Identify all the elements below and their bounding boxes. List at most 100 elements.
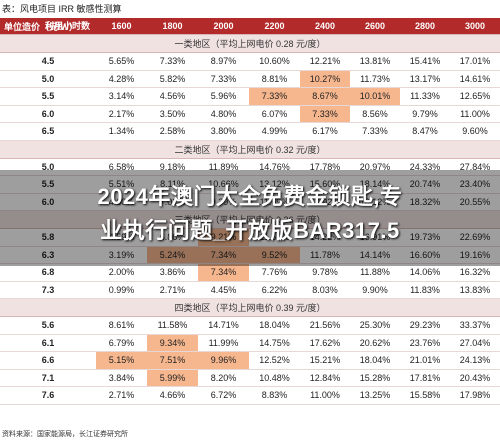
section-title: 三类地区（平均上网电价 0.36 元/度）	[0, 210, 500, 229]
unit-cost-cell: 7.1	[0, 369, 96, 387]
irr-cell: 13.12%	[249, 175, 300, 194]
irr-sensitivity-table: 利用小时数 单位造价（元/W） 1600 1800 2000 2200 2400…	[0, 18, 500, 405]
irr-cell: 2.71%	[96, 386, 147, 405]
irr-cell: 3.84%	[96, 369, 147, 387]
irr-cell: 17.81%	[400, 369, 450, 387]
unit-cost-cell: 5.5	[0, 87, 96, 106]
table-row: 6.5 1.34% 2.58% 3.80% 4.99% 6.17% 7.33% 8.47% 9.…	[0, 122, 500, 141]
irr-cell: 4.66%	[147, 386, 198, 405]
unit-cost-cell: 7.6	[0, 386, 96, 405]
irr-cell: 8.67%	[300, 87, 350, 106]
irr-cell: 9.78%	[300, 263, 350, 282]
irr-cell: 9.21%	[198, 228, 249, 247]
irr-cell: 9.34%	[147, 334, 198, 352]
unit-cost-cell: 5.6	[0, 316, 96, 335]
watermark-overlay	[0, 170, 500, 266]
unit-cost-cell: 5.8	[0, 228, 96, 247]
section-title: 四类地区（平均上网电价 0.39 元/度）	[0, 298, 500, 317]
irr-cell: 4.80%	[198, 105, 249, 123]
irr-cell: 6.07%	[249, 105, 300, 123]
unit-cost-cell: 6.6	[0, 351, 96, 370]
unit-cost-cell: 5.0	[0, 70, 96, 88]
irr-cell: 19.73%	[400, 228, 450, 247]
irr-cell: 18.14%	[350, 175, 400, 194]
irr-cell: 4.56%	[147, 87, 198, 106]
irr-cell: 5.65%	[96, 52, 147, 71]
irr-cell: 8.61%	[96, 316, 147, 335]
irr-cell: 25.30%	[350, 316, 400, 335]
overlay-text-line: 2024年澳门大全免费金锁匙,专	[97, 184, 403, 209]
hours-header: 2400	[300, 18, 350, 35]
irr-cell: 10.48%	[249, 369, 300, 387]
irr-cell: 18.04%	[350, 351, 400, 370]
irr-cell: 8.47%	[400, 122, 450, 141]
table-caption: 表：风电项目 IRR 敏感性测算	[2, 4, 122, 14]
table-row: 4.5 5.65% 7.33% 8.97% 10.60% 12.21% 13.81% 15.4…	[0, 52, 500, 71]
table-row: 5.6 8.61% 11.58% 14.71% 18.04% 21.56% 25.30% 29…	[0, 316, 500, 335]
irr-cell: 8.11%	[147, 175, 198, 194]
irr-cell: 2.58%	[147, 122, 198, 141]
hours-header: 2800	[400, 18, 450, 35]
irr-cell: 24.13%	[450, 351, 500, 370]
irr-cell: 17.62%	[300, 334, 350, 352]
irr-cell: 27.84%	[450, 158, 500, 176]
irr-cell: 11.58%	[147, 316, 198, 335]
table-row: 6.6 5.15% 7.51% 9.96% 12.52% 15.21% 18.04% 21.0…	[0, 351, 500, 370]
irr-cell: 33.37%	[450, 316, 500, 335]
unit-cost-cell: 5.0	[0, 158, 96, 176]
irr-cell: 15.21%	[300, 351, 350, 370]
section-header-row: 三类地区（平均上网电价 0.36 元/度）	[0, 210, 500, 229]
irr-cell: 3.50%	[147, 105, 198, 123]
irr-cell: 5.96%	[198, 87, 249, 106]
irr-cell: 7.33%	[350, 122, 400, 141]
section-header-row: 二类地区（平均上网电价 0.32 元/度）	[0, 139, 500, 159]
section-header-row: 四类地区（平均上网电价 0.39 元/度）	[0, 298, 500, 317]
irr-cell: 3.14%	[96, 87, 147, 106]
irr-cell: 6.58%	[96, 158, 147, 176]
table-row: 5.0 6.58% 9.18% 11.89% 14.76% 17.78% 20.97% 24.…	[0, 158, 500, 176]
irr-cell: 15.58%	[400, 386, 450, 405]
irr-cell: 3.19%	[96, 246, 147, 264]
irr-cell: 16.32%	[450, 263, 500, 282]
irr-cell: 13.81%	[350, 52, 400, 71]
hours-header: 2600	[350, 18, 400, 35]
table-row: 5.0 4.28% 5.82% 7.33% 8.81% 10.27% 11.73% 13.17…	[0, 70, 500, 88]
hours-label: 利用小时数	[44, 21, 90, 31]
irr-cell: 12.84%	[300, 369, 350, 387]
irr-cell: 20.97%	[350, 158, 400, 176]
irr-cell: 8.03%	[300, 281, 350, 299]
table-row: 7.3 0.99% 2.71% 4.45% 6.22% 8.03% 9.90% 11.83% 1…	[0, 281, 500, 299]
table-row: 5.5 3.14% 4.56% 5.96% 7.33% 8.67% 10.01% 11.33%…	[0, 87, 500, 106]
irr-cell: 13.25%	[350, 386, 400, 405]
irr-cell: 14.75%	[249, 334, 300, 352]
irr-cell: 4.28%	[96, 70, 147, 88]
irr-cell: 21.56%	[300, 316, 350, 335]
irr-cell: 17.01%	[450, 52, 500, 71]
irr-cell: 23.40%	[450, 175, 500, 194]
irr-cell: 9.52%	[249, 246, 300, 264]
irr-cell: 8.97%	[198, 52, 249, 71]
irr-cell: 11.89%	[198, 158, 249, 176]
irr-cell: 15.28%	[350, 369, 400, 387]
section-header-row: 一类地区（平均上网电价 0.28 元/度）	[0, 34, 500, 53]
irr-cell: 8.20%	[198, 369, 249, 387]
overlay-text: 2024年澳门大全免费金锁匙,专 业执行问题_开放版BAR317.5	[0, 180, 500, 248]
unit-cost-cell: 6.5	[0, 122, 96, 141]
irr-cell: 5.15%	[96, 351, 147, 370]
irr-cell: 11.33%	[400, 87, 450, 106]
irr-cell: 20.43%	[450, 369, 500, 387]
irr-cell: 11.65%	[249, 228, 300, 247]
unit-cost-cell: 6.0	[0, 105, 96, 123]
irr-cell: 3.86%	[147, 263, 198, 282]
hours-header: 2200	[249, 18, 300, 35]
irr-cell: 2.71%	[147, 281, 198, 299]
irr-cell: 11.83%	[400, 281, 450, 299]
irr-cell: 24.33%	[400, 158, 450, 176]
irr-cell: 6.72%	[198, 386, 249, 405]
irr-cell: 0.99%	[96, 281, 147, 299]
irr-cell: 4.59%	[96, 228, 147, 247]
table-row: 6.3 3.19% 5.24% 7.34% 9.52% 11.78% 14.14% 16.60…	[0, 246, 500, 264]
irr-cell: 20.74%	[400, 175, 450, 194]
irr-cell: 7.33%	[249, 87, 300, 106]
irr-cell: 5.51%	[96, 175, 147, 194]
